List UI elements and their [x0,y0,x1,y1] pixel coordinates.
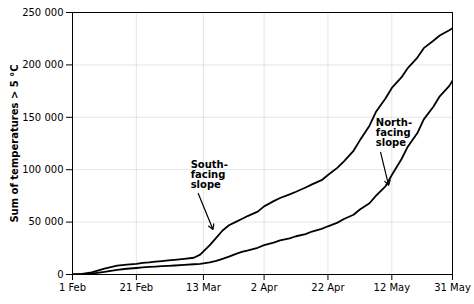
svg-text:100 000: 100 000 [22,164,63,175]
svg-text:21 Feb: 21 Feb [120,282,154,293]
svg-text:South-facingslope: South-facingslope [191,159,228,190]
svg-text:200 000: 200 000 [22,59,63,70]
svg-text:22 Apr: 22 Apr [311,282,345,293]
svg-text:12 May: 12 May [374,282,411,293]
svg-text:250 000: 250 000 [22,7,63,18]
svg-text:13 Mar: 13 Mar [186,282,222,293]
svg-text:North-facingslope: North-facingslope [376,117,412,148]
svg-text:Sum of temperatures > 5 °C: Sum of temperatures > 5 °C [9,64,20,222]
svg-text:2 Apr: 2 Apr [251,282,279,293]
svg-text:50 000: 50 000 [29,216,64,227]
svg-text:1 Feb: 1 Feb [59,282,86,293]
svg-text:150 000: 150 000 [22,112,63,123]
svg-text:31 May: 31 May [434,282,471,293]
svg-text:0: 0 [57,269,63,280]
